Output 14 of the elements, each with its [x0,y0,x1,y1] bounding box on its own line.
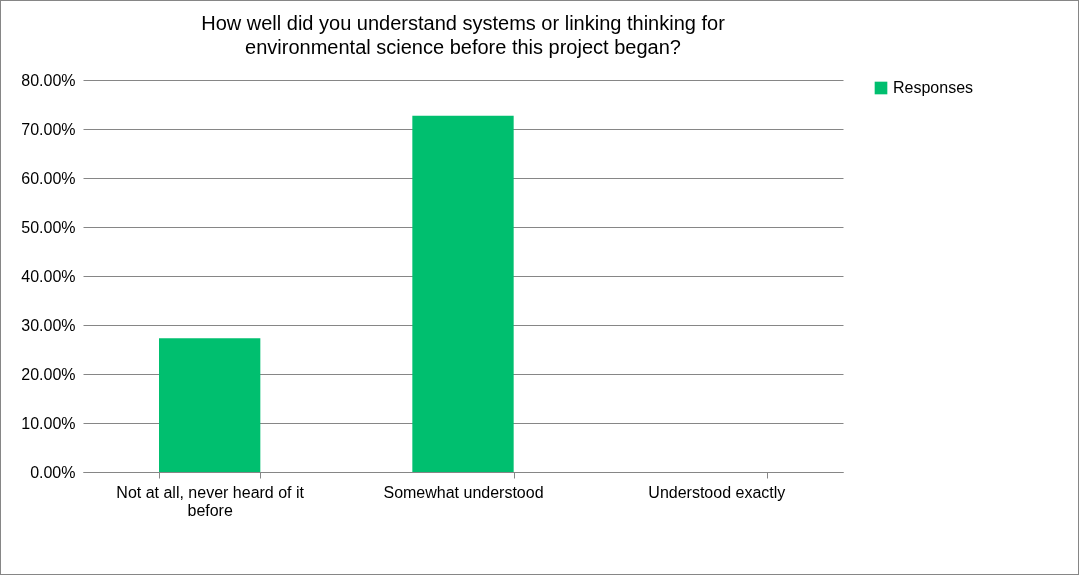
y-tick-label: 20.00% [21,365,76,383]
y-tick-label: 30.00% [21,316,76,334]
x-tick-label: Understood exactly [648,483,786,501]
y-tick-label: 0.00% [30,463,76,481]
legend-label: Responses [893,79,974,96]
x-tick-label: Somewhat understood [383,483,544,501]
chart-title: How well did you understand systems or linking thinking for environmental science before this project began? [201,12,726,58]
y-tick-label: 60.00% [21,169,76,187]
y-tick-label: 40.00% [21,267,76,285]
x-tick-label: Not at all, never heard of it before [116,483,305,519]
y-tick-label: 10.00% [21,414,76,432]
y-tick-label: 80.00% [21,71,76,89]
y-tick-label: 70.00% [21,120,76,138]
y-tick-label: 50.00% [21,218,76,236]
